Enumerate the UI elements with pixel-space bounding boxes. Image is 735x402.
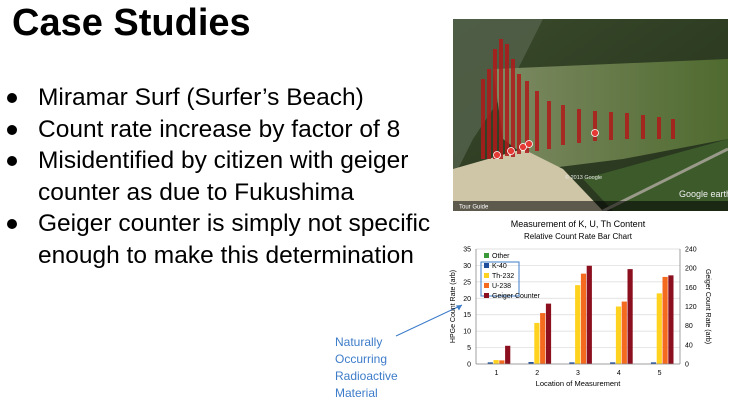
x-tick-label: 5	[658, 370, 662, 377]
chart-svg: Measurement of K, U, Th Content Relative …	[450, 219, 711, 388]
bullet-text: Count rate increase by factor of 8	[38, 115, 401, 143]
annotation-line: Radioactive	[335, 369, 398, 383]
legend-swatch	[484, 283, 489, 288]
annotation-text: Naturally Occurring Radioactive Material	[335, 334, 398, 402]
bar	[528, 362, 534, 364]
map-status-bar	[453, 201, 728, 211]
legend-highlight-box	[480, 261, 520, 297]
x-tick-label: 2	[535, 370, 539, 377]
bullet-dot	[7, 124, 17, 135]
bullet-text: Misidentified by citizen with geiger cou…	[38, 147, 409, 206]
bullet-dot	[7, 93, 17, 103]
y2-tick-label: 160	[685, 285, 697, 292]
y2-tick-label: 0	[685, 362, 689, 369]
legend-label: Th-232	[492, 273, 514, 280]
red-measurement-bars	[481, 39, 675, 159]
legend-label: U-238	[492, 283, 511, 290]
google-earth-logo: Google earth	[679, 189, 728, 199]
y-tick-label: 5	[467, 345, 471, 352]
bar	[493, 360, 499, 364]
legend-label: Other	[492, 253, 510, 260]
bar	[650, 362, 657, 364]
bar	[487, 362, 493, 364]
bar	[580, 273, 587, 364]
bar	[662, 276, 668, 364]
bar	[656, 293, 662, 364]
annotation-line: Occurring	[335, 352, 388, 366]
bar	[575, 285, 581, 364]
legend-swatch	[484, 273, 489, 278]
bar	[627, 269, 633, 364]
bullet-dot	[7, 219, 17, 229]
bullet-text: Geiger counter is simply not specific en…	[38, 210, 431, 269]
map-copyright: © 2013 Google	[565, 174, 602, 181]
bar	[534, 322, 540, 364]
bullet-list: Miramar Surf (Surfer’s Beach) Count rate…	[0, 82, 450, 271]
y-tick-label: 0	[467, 362, 471, 369]
y-axis-label: HPGe Count Rate (arb)	[450, 270, 457, 343]
map-beach	[453, 149, 603, 211]
y2-tick-label: 240	[685, 247, 697, 254]
y-tick-label: 15	[463, 312, 471, 319]
y2-tick-label: 120	[685, 304, 697, 311]
y2-tick-label: 40	[685, 342, 693, 349]
slide-title: Case Studies	[12, 2, 251, 44]
x-tick-label: 4	[617, 370, 621, 377]
map-pins	[493, 129, 599, 159]
annotation-line: Naturally	[335, 335, 383, 349]
x-tick-label: 3	[576, 370, 580, 377]
legend-swatch	[484, 263, 489, 268]
bar	[499, 360, 505, 364]
annotation-line: Material	[335, 386, 378, 400]
y2-axis-label: Geiger Count Rate (arb)	[704, 269, 711, 344]
bar	[615, 306, 622, 364]
legend-swatch	[484, 293, 489, 298]
bar	[610, 362, 616, 364]
bullet-text: Miramar Surf (Surfer’s Beach)	[38, 84, 364, 111]
map-vegetation	[583, 139, 728, 211]
bar	[545, 303, 552, 364]
bar	[540, 313, 546, 364]
google-earth-map-image: Tour Guide © 2013 Google Google earth	[453, 19, 728, 211]
y-tick-label: 35	[463, 247, 471, 254]
x-tick-label: 1	[494, 370, 498, 377]
chart-subtitle: Relative Count Rate Bar Chart	[524, 232, 633, 241]
legend-label: Geiger Counter	[492, 293, 541, 300]
bar	[668, 275, 674, 364]
y-tick-label: 10	[463, 329, 471, 336]
bar	[569, 362, 575, 364]
y-tick-label: 30	[463, 263, 471, 270]
bullet-item: Count rate increase by factor of 8	[0, 114, 450, 146]
tour-guide-label: Tour Guide	[459, 205, 489, 211]
y-tick-label: 20	[463, 296, 471, 303]
legend-swatch	[484, 253, 489, 258]
bullet-item: Geiger counter is simply not specific en…	[0, 208, 450, 271]
bar	[586, 265, 592, 364]
bullet-dot	[7, 156, 17, 166]
map-road	[602, 147, 728, 211]
bar	[621, 301, 627, 364]
x-axis-label: Location of Measurement	[536, 379, 622, 388]
y2-tick-label: 80	[685, 323, 693, 330]
count-rate-chart: Measurement of K, U, Th Content Relative …	[430, 212, 735, 402]
annotation-arrow	[395, 304, 463, 337]
legend-label: K-40	[492, 263, 507, 270]
bullet-item: Misidentified by citizen with geiger cou…	[0, 145, 450, 208]
chart-title: Measurement of K, U, Th Content	[511, 219, 646, 229]
y-tick-label: 25	[463, 279, 471, 286]
y2-tick-label: 200	[685, 266, 697, 273]
bullet-item: Miramar Surf (Surfer’s Beach)	[0, 82, 450, 114]
bar	[505, 345, 511, 364]
